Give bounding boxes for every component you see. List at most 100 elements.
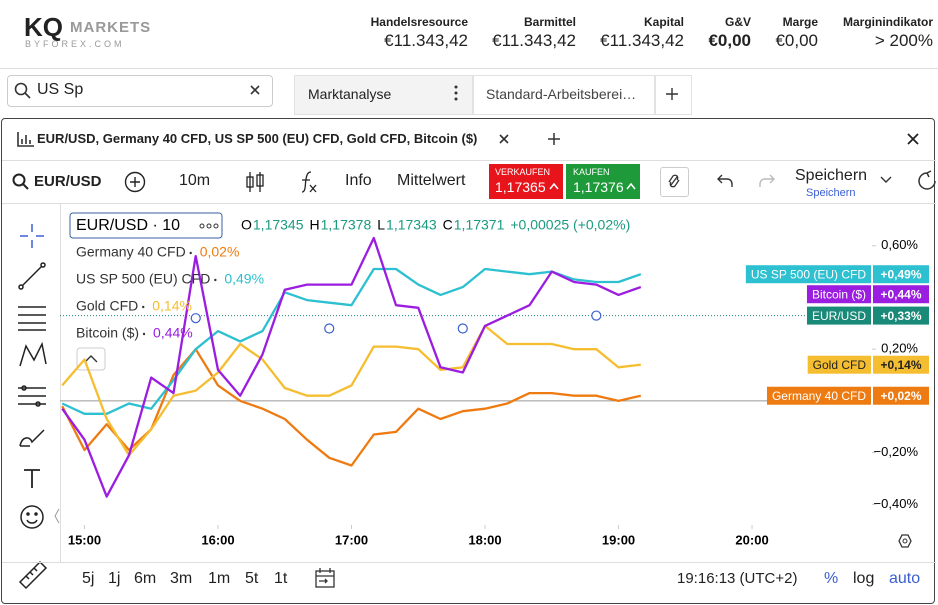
trendline-tool[interactable] [18,262,46,290]
x-tick-label: 19:00 [602,532,635,547]
interval[interactable]: 10m [179,172,211,189]
buy-button[interactable] [566,164,640,199]
account-label: Barmittel [523,15,576,29]
symbol[interactable]: EUR/USD [34,173,102,190]
marker [457,323,468,334]
text-tool[interactable] [24,469,40,488]
account-label: Handelsresource [370,15,468,29]
legend-separator [142,332,146,336]
x-tick-label: 18:00 [468,532,501,547]
price-tag-value-box [873,306,929,325]
x-tick-label: 17:00 [335,532,368,547]
link-button[interactable] [660,167,689,197]
add-icon [666,88,678,100]
save-button[interactable]: Speichern [795,167,868,184]
x-tick-label: 20:00 [735,532,768,547]
account-value: €11.343,42 [600,31,684,50]
account-value: €11.343,42 [492,31,576,50]
up-arrow [626,182,636,190]
buy-price: 1,17376 [573,179,624,195]
price-tag: Gold CFD +0,14% [807,355,929,374]
info-button[interactable]: Info [345,172,372,189]
plot-area: −0,40%−0,20%0,20%0,40%0,60%15:0016:0017:… [60,236,919,547]
collapse-legend[interactable] [76,347,106,371]
y-tick-label: 0,60% [881,237,918,252]
clear-search[interactable] [249,84,261,96]
marker [324,323,335,334]
brush-tool[interactable] [19,429,45,447]
series-line [61,267,642,415]
divider [2,562,936,563]
save-menu[interactable] [880,176,892,184]
legend-menu[interactable] [199,223,219,229]
log-toggle[interactable]: log [853,570,875,587]
add-tab[interactable] [654,75,692,115]
price-tag-value-box [873,386,929,405]
legend-title: EUR/USD · 10 [76,217,180,234]
percent-toggle[interactable]: % [824,570,839,587]
goto-date[interactable] [314,567,336,589]
price-tag-name: EUR/USD [812,309,866,323]
close-tab[interactable] [498,133,510,145]
emoji-tool[interactable] [20,505,44,529]
tab[interactable] [294,75,474,115]
window-title: EUR/USD, Germany 40 CFD, US SP 500 (EU) … [37,131,478,146]
crosshair-tool[interactable] [20,224,44,248]
range-button[interactable]: 6m [134,570,157,587]
range-button[interactable]: 5j [82,570,95,587]
pattern-tool[interactable] [19,341,47,367]
add-chart[interactable] [547,132,561,146]
ohlc-change: +0,00025 (+0,02%) [510,217,630,233]
range-button[interactable]: 3m [170,570,193,587]
legend-separator [214,278,217,282]
search-icon [14,82,31,99]
divider [2,203,936,204]
legend-name: Germany 40 CFD [76,244,186,260]
tab-label[interactable]: Standard-Arbeitsberei… [486,86,637,102]
legend-name: Bitcoin ($) [76,325,139,341]
auto-toggle[interactable]: auto [889,570,921,587]
indicator-name[interactable]: Mittelwert [397,172,466,189]
chart-icon [17,132,34,147]
legend-value: 0,49% [224,271,264,287]
chart-type-button[interactable] [245,170,265,194]
range-button[interactable]: 1j [108,570,121,587]
tab[interactable] [472,75,656,115]
chart-settings[interactable] [898,534,912,548]
undo[interactable] [716,173,734,189]
measure-tool[interactable] [18,560,48,590]
y-tick-label: −0,20% [874,444,919,459]
range-button[interactable]: 5t [245,570,259,587]
range-button[interactable]: 1m [208,570,231,587]
sell-button[interactable] [489,164,563,199]
legend-value: 0,14% [152,298,192,314]
search-box[interactable] [7,75,273,107]
sell-label: VERKAUFEN [495,167,551,177]
fib-tool[interactable] [18,306,46,331]
reload[interactable] [916,170,938,192]
tab-menu[interactable] [452,84,460,102]
range-button[interactable]: 1t [274,570,288,587]
logo-sub: BYFOREX.COM [25,39,125,49]
logo[interactable]: KQ [24,12,63,42]
divider [60,204,61,562]
close-window[interactable] [907,133,919,145]
compare-button[interactable] [124,171,146,193]
search-query[interactable]: US Sp [37,81,84,98]
divider [2,160,936,161]
up-arrow [549,182,559,190]
price-tag-name-box [807,355,871,374]
account-label: Marginindikator [842,15,933,29]
indicator-button[interactable] [298,170,318,194]
marker [591,310,602,321]
symbol-search-icon[interactable] [12,173,30,191]
price-tag-value-box [873,285,929,304]
price-tag: US SP 500 (EU) CFD +0,49% [745,265,929,284]
legend-title-box[interactable] [69,212,223,239]
legend-separator [142,305,145,309]
tab-label[interactable]: Marktanalyse [308,86,392,102]
projection-tool[interactable] [18,385,46,407]
collapse-handle[interactable] [54,508,60,524]
